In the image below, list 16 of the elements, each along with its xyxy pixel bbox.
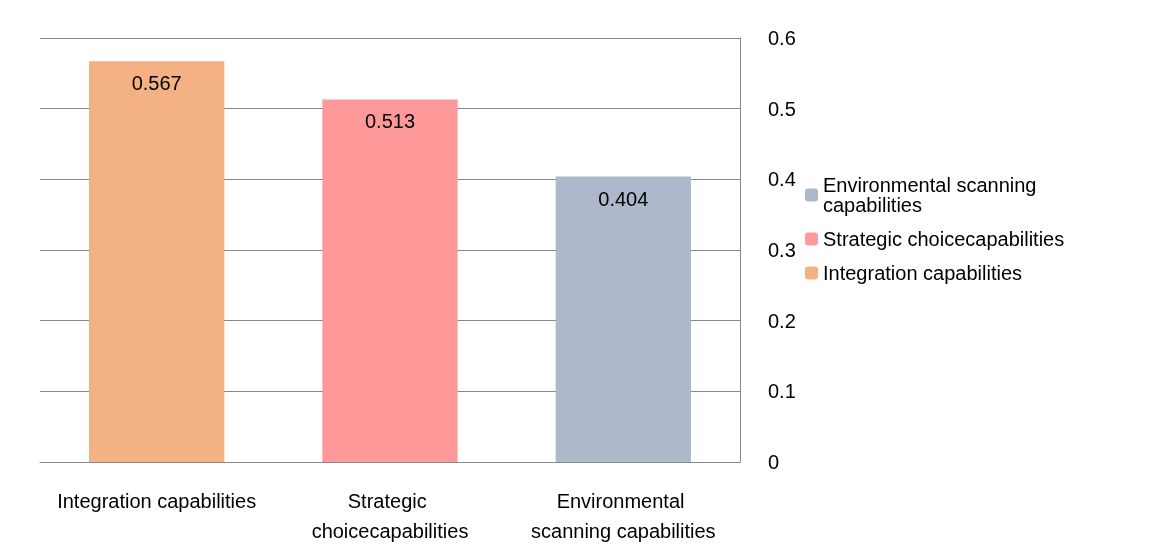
y-tick-label: 0.3 <box>768 239 796 261</box>
x-tick-label: Strategic choicecapabilities <box>311 490 469 542</box>
y-tick-label: 0.1 <box>768 380 796 403</box>
data-label: 0.513 <box>364 110 416 133</box>
x-tick-label: Environmental scanning capabilities <box>531 490 716 542</box>
y-tick-label: 0.6 <box>768 27 796 49</box>
legend-label: Integration capabilities <box>823 262 1023 284</box>
y-tick-label: 0.2 <box>768 309 796 332</box>
data-label: 0.404 <box>598 187 649 210</box>
y-tick-label: 0.4 <box>768 168 796 191</box>
x-tick-label: Integration capabilities <box>57 490 257 512</box>
y-tick-label: 0.5 <box>768 97 796 120</box>
legend-label: Strategic choicecapabilities <box>823 228 1065 250</box>
data-label: 0.567 <box>131 72 182 95</box>
legend-label: Environmental scanning capabilities <box>823 174 1043 216</box>
y-tick-label: 0 <box>768 451 780 473</box>
